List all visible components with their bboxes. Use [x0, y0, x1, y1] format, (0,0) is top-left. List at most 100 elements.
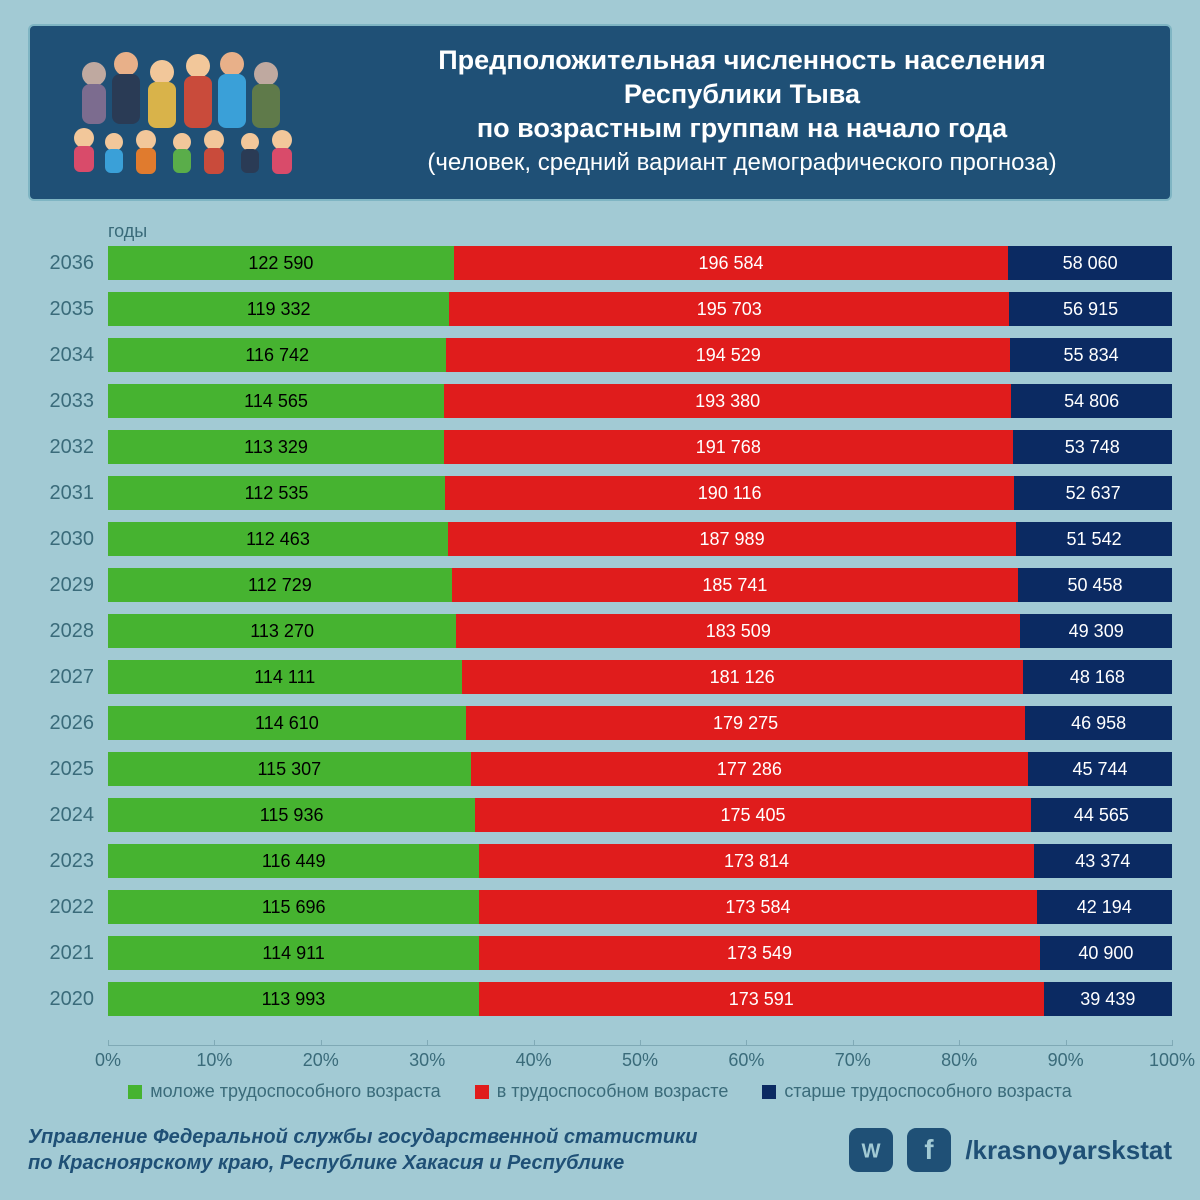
year-label: 2034	[28, 344, 108, 367]
bar-track: 122 590196 58458 060	[108, 246, 1172, 280]
legend-label: в трудоспособном возрасте	[497, 1081, 729, 1102]
bar-track: 115 307177 28645 744	[108, 752, 1172, 786]
segment-working: 173 814	[479, 844, 1033, 878]
x-tick: 50%	[622, 1046, 658, 1071]
bar-track: 112 463187 98951 542	[108, 522, 1172, 556]
bar-track: 112 729185 74150 458	[108, 568, 1172, 602]
x-tick: 0%	[95, 1046, 121, 1071]
x-tick: 30%	[409, 1046, 445, 1071]
segment-young: 115 696	[108, 890, 479, 924]
bar-row: 2027114 111181 12648 168	[28, 660, 1172, 694]
x-tick: 80%	[941, 1046, 977, 1071]
segment-young: 114 111	[108, 660, 462, 694]
segment-working: 195 703	[449, 292, 1009, 326]
footer: Управление Федеральной службы государств…	[28, 1124, 1172, 1176]
segment-working: 193 380	[444, 384, 1011, 418]
legend-swatch	[128, 1085, 142, 1099]
legend-item-young: моложе трудоспособного возраста	[128, 1081, 440, 1102]
x-tick: 100%	[1149, 1046, 1195, 1071]
segment-working: 173 584	[479, 890, 1036, 924]
x-tick: 90%	[1048, 1046, 1084, 1071]
segment-working: 194 529	[446, 338, 1010, 372]
x-tick: 70%	[835, 1046, 871, 1071]
segment-young: 116 742	[108, 338, 446, 372]
title-line-1: Предположительная численность населения	[338, 44, 1146, 78]
svg-text:W: W	[862, 1140, 881, 1162]
social-handle[interactable]: /krasnoyarskstat	[965, 1135, 1172, 1166]
segment-working: 187 989	[448, 522, 1016, 556]
segment-older: 40 900	[1040, 936, 1172, 970]
segment-young: 112 729	[108, 568, 452, 602]
year-label: 2025	[28, 758, 108, 781]
segment-working: 173 549	[479, 936, 1040, 970]
svg-text:f: f	[925, 1134, 935, 1165]
footer-attribution: Управление Федеральной службы государств…	[28, 1124, 697, 1176]
bar-track: 114 911173 54940 900	[108, 936, 1172, 970]
vk-icon[interactable]: W	[849, 1128, 893, 1172]
legend-swatch	[762, 1085, 776, 1099]
segment-older: 45 744	[1028, 752, 1172, 786]
legend-swatch	[475, 1085, 489, 1099]
bar-row: 2030112 463187 98951 542	[28, 522, 1172, 556]
year-label: 2032	[28, 436, 108, 459]
bar-row: 2026114 610179 27546 958	[28, 706, 1172, 740]
bar-track: 114 111181 12648 168	[108, 660, 1172, 694]
segment-young: 112 463	[108, 522, 448, 556]
x-tick: 60%	[728, 1046, 764, 1071]
segment-working: 196 584	[454, 246, 1008, 280]
family-illustration	[54, 46, 314, 176]
segment-young: 114 610	[108, 706, 466, 740]
bar-row: 2029112 729185 74150 458	[28, 568, 1172, 602]
x-axis: 0%10%20%30%40%50%60%70%80%90%100%	[28, 1045, 1172, 1073]
bar-row: 2032113 329191 76853 748	[28, 430, 1172, 464]
year-label: 2033	[28, 390, 108, 413]
segment-older: 51 542	[1016, 522, 1172, 556]
segment-older: 52 637	[1014, 476, 1172, 510]
segment-older: 46 958	[1025, 706, 1172, 740]
bar-row: 2025115 307177 28645 744	[28, 752, 1172, 786]
segment-working: 181 126	[462, 660, 1023, 694]
bar-track: 116 449173 81443 374	[108, 844, 1172, 878]
segment-working: 183 509	[456, 614, 1020, 648]
y-axis-label: годы	[108, 221, 1172, 242]
bar-track: 113 270183 50949 309	[108, 614, 1172, 648]
segment-working: 191 768	[444, 430, 1013, 464]
year-label: 2027	[28, 666, 108, 689]
subtitle: (человек, средний вариант демографическо…	[338, 149, 1146, 177]
year-label: 2031	[28, 482, 108, 505]
x-ticks: 0%10%20%30%40%50%60%70%80%90%100%	[108, 1045, 1172, 1073]
segment-working: 175 405	[475, 798, 1031, 832]
segment-working: 179 275	[466, 706, 1026, 740]
legend: моложе трудоспособного возраста в трудосп…	[28, 1081, 1172, 1102]
bar-row: 2031112 535190 11652 637	[28, 476, 1172, 510]
year-label: 2024	[28, 804, 108, 827]
year-label: 2030	[28, 528, 108, 551]
bar-row: 2036122 590196 58458 060	[28, 246, 1172, 280]
segment-older: 53 748	[1013, 430, 1172, 464]
segment-young: 115 307	[108, 752, 471, 786]
legend-label: моложе трудоспособного возраста	[150, 1081, 440, 1102]
segment-young: 114 911	[108, 936, 479, 970]
segment-young: 114 565	[108, 384, 444, 418]
segment-young: 115 936	[108, 798, 475, 832]
facebook-icon[interactable]: f	[907, 1128, 951, 1172]
x-tick: 40%	[516, 1046, 552, 1071]
header-text: Предположительная численность населения …	[338, 44, 1146, 177]
bar-track: 112 535190 11652 637	[108, 476, 1172, 510]
year-label: 2023	[28, 850, 108, 873]
segment-older: 54 806	[1011, 384, 1172, 418]
year-label: 2021	[28, 942, 108, 965]
chart-area: годы 2036122 590196 58458 060 2035119 332…	[28, 221, 1172, 1102]
bar-row: 2020113 993173 59139 439	[28, 982, 1172, 1016]
title-line-3: по возрастным группам на начало года	[338, 112, 1146, 146]
segment-older: 42 194	[1037, 890, 1172, 924]
bar-row: 2035119 332195 70356 915	[28, 292, 1172, 326]
footer-line-1: Управление Федеральной службы государств…	[28, 1124, 697, 1150]
segment-older: 55 834	[1010, 338, 1172, 372]
segment-young: 113 993	[108, 982, 479, 1016]
bar-row: 2034116 742194 52955 834	[28, 338, 1172, 372]
legend-item-older: старше трудоспособного возраста	[762, 1081, 1071, 1102]
bar-row: 2023116 449173 81443 374	[28, 844, 1172, 878]
x-tick: 20%	[303, 1046, 339, 1071]
year-label: 2036	[28, 252, 108, 275]
